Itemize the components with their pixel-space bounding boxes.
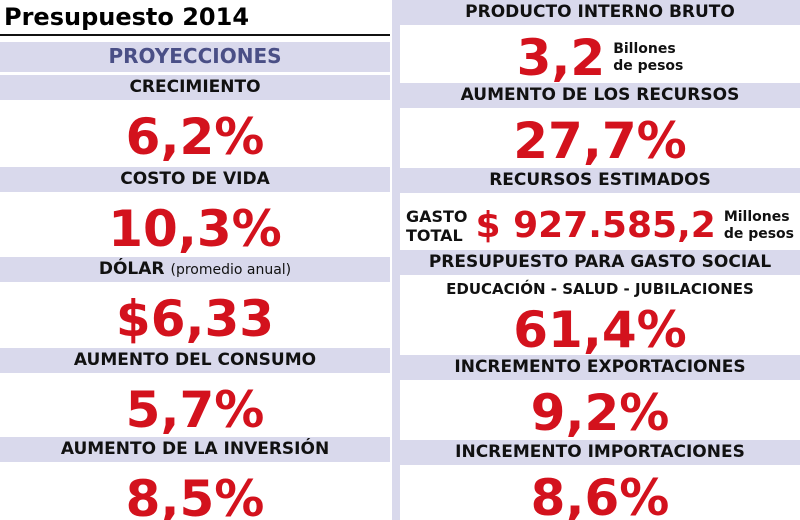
- value: 61,4%: [513, 301, 687, 359]
- value: 27,7%: [513, 112, 687, 170]
- value: 8,6%: [530, 469, 670, 520]
- divider: [392, 0, 400, 520]
- label-band: [400, 355, 800, 380]
- label: INCREMENTO IMPORTACIONES: [455, 442, 745, 462]
- label-band: [400, 250, 800, 275]
- value-row: GASTO TOTAL $ 927.585,2 Millones de pesos: [400, 198, 800, 254]
- label-band: [0, 437, 390, 462]
- label: AUMENTO DE LOS RECURSOS: [460, 85, 740, 105]
- value-row: 8,6%: [400, 470, 800, 520]
- label-band: [400, 83, 800, 108]
- label-band: [400, 0, 800, 25]
- label-text: AUMENTO DE LA INVERSIÓN: [60, 439, 330, 459]
- label-text: COSTO DE VIDA: [120, 169, 270, 189]
- label-band: [0, 348, 390, 373]
- label: AUMENTO DE LA INVERSIÓN: [0, 437, 390, 462]
- label: PRESUPUESTO PARA GASTO SOCIAL: [428, 252, 772, 272]
- value: 9,2%: [530, 384, 670, 442]
- label: CRECIMIENTO: [0, 75, 390, 100]
- value-row: 61,4%: [400, 302, 800, 358]
- unit-line: Billones: [613, 41, 676, 57]
- value-row: 27,7%: [400, 113, 800, 169]
- value: 8,5%: [125, 470, 265, 520]
- title: Presupuesto 2014: [4, 3, 250, 31]
- value: 3,2: [516, 29, 606, 87]
- unit-line: de pesos: [613, 58, 684, 74]
- label-text: DÓLAR: [98, 259, 165, 279]
- sublabel: EDUCACIÓN - SALUD - JUBILACIONES: [446, 280, 754, 298]
- prefix-line: TOTAL: [405, 226, 463, 245]
- label-band: [0, 167, 390, 192]
- unit-line: de pesos: [723, 226, 795, 242]
- value: 6,2%: [125, 108, 265, 166]
- label-band: [0, 75, 390, 100]
- value: $6,33: [115, 290, 275, 348]
- label-text: CRECIMIENTO: [129, 77, 261, 97]
- value-row: 9,2%: [400, 385, 800, 441]
- heading-band: [0, 42, 390, 72]
- label-text: AUMENTO DEL CONSUMO: [73, 350, 317, 370]
- label-band: [400, 168, 800, 193]
- label-band: [0, 257, 390, 282]
- label: INCREMENTO EXPORTACIONES: [454, 357, 746, 377]
- value: $ 927.585,2: [475, 205, 716, 246]
- label-note: (promedio anual): [170, 262, 292, 278]
- label: RECURSOS ESTIMADOS: [489, 170, 711, 190]
- label: AUMENTO DEL CONSUMO: [0, 348, 390, 373]
- unit: Millones de pesos: [724, 209, 794, 243]
- prefix-line: GASTO: [405, 207, 468, 226]
- value: 10,3%: [108, 200, 282, 258]
- prefix: GASTO TOTAL: [406, 207, 468, 245]
- label: PRODUCTO INTERNO BRUTO: [465, 2, 735, 22]
- label: COSTO DE VIDA: [0, 167, 390, 192]
- unit: Billones de pesos: [613, 41, 683, 75]
- rule: [0, 34, 390, 36]
- label-band: [400, 440, 800, 465]
- label: DÓLAR (promedio anual): [0, 257, 390, 283]
- value-row: 3,2 Billones de pesos: [400, 30, 800, 86]
- value: 5,7%: [125, 381, 265, 439]
- unit-line: Millones: [723, 209, 790, 225]
- heading: PROYECCIONES: [108, 44, 282, 68]
